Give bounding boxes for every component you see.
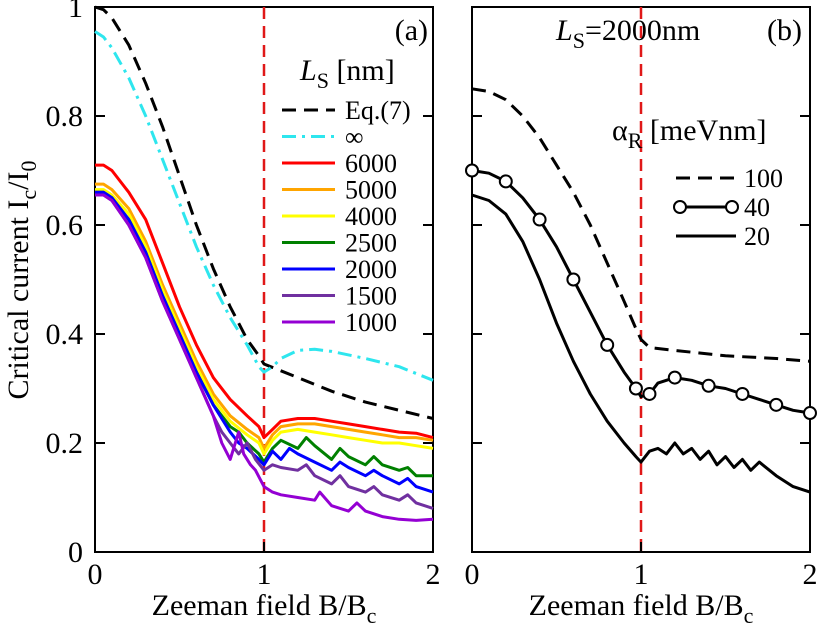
series-marker — [465, 163, 479, 178]
series-line-b-0 — [471, 87, 811, 363]
panel-a-legend: LS [nm] Eq.(7)∞6000500040002500200015001… — [282, 54, 411, 337]
series-line-a-1 — [94, 30, 434, 382]
series-line-a-2 — [95, 163, 434, 440]
x-tick-label: 0 — [88, 558, 103, 591]
series-marker — [769, 397, 784, 412]
y-tick-label: 1 — [68, 0, 83, 24]
y-tick-label: 0 — [68, 536, 83, 569]
series-marker — [600, 337, 615, 352]
legend-label: 6000 — [345, 149, 397, 178]
series-marker — [628, 381, 643, 396]
panel-b-xticks: 0 1 2 — [465, 542, 818, 591]
legend-marker — [725, 200, 739, 214]
legend-a-title: LS [nm] — [299, 54, 395, 93]
x-tick-label: 2 — [426, 558, 441, 591]
x-tick-label: 1 — [634, 558, 649, 591]
series-line-a-3 — [95, 182, 434, 450]
series-line-a-0 — [94, 5, 434, 420]
legend-marker — [673, 200, 687, 214]
panel-a-label: (a) — [395, 14, 428, 47]
panel-b-x-axis-label: Zeeman field B/Bc — [529, 589, 754, 628]
panel-b-annotation: LS=2000nm — [555, 14, 700, 53]
y-tick-label: 0.2 — [46, 427, 84, 460]
series-marker — [566, 272, 581, 287]
legend-label: 4000 — [345, 202, 397, 231]
x-tick-label: 0 — [465, 558, 480, 591]
legend-label: 1500 — [345, 282, 397, 311]
legend-label: 20 — [744, 222, 770, 251]
x-tick-label: 2 — [803, 558, 818, 591]
series-line-b-2 — [471, 193, 811, 494]
y-tick-label: 0.4 — [46, 318, 84, 351]
x-tick-label: 1 — [257, 558, 272, 591]
series-marker — [642, 386, 657, 401]
legend-label: 2000 — [345, 255, 397, 284]
panel-b-yticks — [472, 6, 810, 553]
series-marker — [667, 370, 682, 385]
panel-a-yticks: 0 0.2 0.4 0.6 0.8 1 — [46, 0, 433, 569]
series-marker — [701, 378, 716, 393]
series-marker — [803, 406, 817, 421]
series-line-a-8 — [95, 193, 434, 522]
legend-label: 5000 — [345, 176, 397, 205]
legend-label: Eq.(7) — [345, 96, 411, 125]
legend-b-title: αR [meVnm] — [612, 114, 767, 153]
legend-label: ∞ — [345, 123, 364, 152]
panel-a-series — [94, 5, 434, 552]
y-axis-label: Critical current Ic/I0 — [2, 160, 41, 399]
series-marker — [498, 174, 513, 189]
legend-label: 40 — [744, 193, 770, 222]
series-line-a-4 — [95, 188, 434, 456]
panel-a-xticks: 0 1 2 — [88, 542, 441, 591]
series-line-a-6 — [95, 190, 434, 494]
legend-label: 100 — [744, 164, 783, 193]
panel-b-label: (b) — [767, 14, 802, 47]
y-tick-label: 0.6 — [46, 209, 84, 242]
panel-a-x-axis-label: Zeeman field B/Bc — [152, 589, 377, 628]
y-tick-label: 0.8 — [46, 100, 84, 133]
series-marker — [735, 386, 750, 401]
panel-a: 0 0.2 0.4 0.6 0.8 1 0 1 2 (a) LS [nm] Eq.(7)∞60… — [2, 0, 441, 628]
legend-label: 2500 — [345, 229, 397, 258]
legend-label: 1000 — [345, 308, 397, 337]
series-marker — [532, 212, 547, 227]
panel-b-series — [465, 7, 817, 552]
